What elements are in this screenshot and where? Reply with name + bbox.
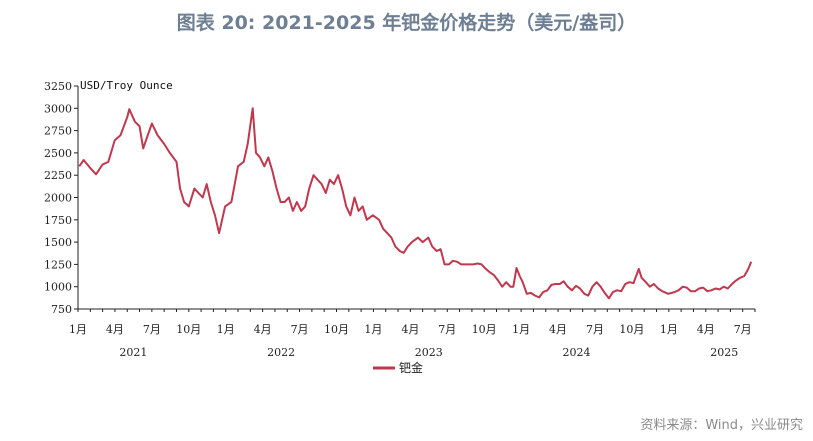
x-tick-label: 7月 (586, 323, 604, 336)
series-line-palladium (78, 107, 753, 300)
x-tick-label: 10月 (176, 323, 201, 336)
x-year-label: 2024 (563, 346, 591, 359)
x-tick-label: 10月 (472, 323, 497, 336)
x-tick-label: 1月 (217, 323, 235, 336)
x-tick-label: 4月 (254, 323, 272, 336)
x-year-label: 2025 (710, 346, 738, 359)
y-axis: 750 1000 1250 1500 1750 2000 2250 2500 2750 3000 3… (44, 80, 79, 316)
series-layer (78, 107, 753, 300)
x-tick-label: 1月 (660, 323, 678, 336)
x-tick-label: 7月 (438, 323, 456, 336)
y-tick-label: 2250 (44, 169, 72, 182)
y-tick-label: 3000 (44, 102, 72, 115)
x-tick-label: 4月 (549, 323, 567, 336)
y-tick-label: 2000 (44, 192, 72, 205)
x-year-label: 2023 (415, 346, 443, 359)
x-tick-label: 1月 (512, 323, 530, 336)
y-tick-label: 3250 (44, 80, 72, 93)
x-year-label: 2022 (267, 346, 295, 359)
y-unit-label: USD/Troy Ounce (80, 79, 173, 92)
x-tick-label: 4月 (401, 323, 419, 336)
y-tick-label: 2500 (44, 147, 72, 160)
x-tick-label: 1月 (69, 323, 87, 336)
x-tick-label: 7月 (734, 323, 752, 336)
legend: 钯金 (373, 360, 423, 375)
legend-label-palladium: 钯金 (399, 360, 423, 375)
source-note: 资料来源：Wind，兴业研究 (640, 418, 803, 433)
y-tick-label: 1000 (44, 281, 72, 294)
y-tick-label: 1500 (44, 236, 72, 249)
x-tick-label: 10月 (619, 323, 644, 336)
x-tick-label: 7月 (291, 323, 309, 336)
x-tick-label: 7月 (143, 323, 161, 336)
y-tick-label: 750 (51, 303, 72, 316)
y-tick-label: 1250 (44, 258, 72, 271)
x-tick-label: 4月 (106, 323, 124, 336)
x-axis: 1月 4月 7月 10月 1月 4月 7月 10月 1月 4月 7月 10月 1月 4月 7月 10月 1月 4月… (69, 308, 756, 359)
y-tick-label: 2750 (44, 125, 72, 138)
x-year-label: 2021 (119, 346, 147, 359)
x-tick-label: 10月 (324, 323, 349, 336)
y-tick-label: 1750 (44, 214, 72, 227)
x-tick-label: 4月 (697, 323, 715, 336)
x-tick-label: 1月 (364, 323, 382, 336)
chart-title: 图表 20: 2021-2025 年钯金价格走势（美元/盎司） (176, 12, 637, 34)
